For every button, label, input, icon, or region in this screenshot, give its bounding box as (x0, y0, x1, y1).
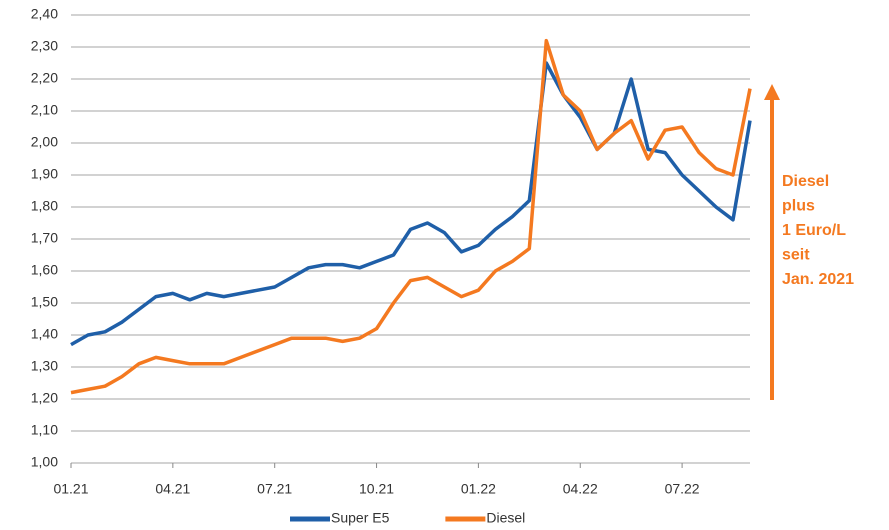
x-tick-label: 01.22 (461, 481, 496, 497)
x-tick-label: 07.22 (665, 481, 700, 497)
x-tick-label: 01.21 (53, 481, 88, 497)
x-tick-label: 07.21 (257, 481, 292, 497)
line-series (70, 38, 752, 395)
y-tick-label: 1,60 (31, 262, 58, 278)
y-tick-label: 1,50 (31, 294, 58, 310)
y-tick-label: 1,10 (31, 422, 58, 438)
legend-label: Diesel (486, 510, 525, 526)
y-tick-label: 2,40 (31, 6, 58, 22)
x-tick-label: 04.21 (155, 481, 190, 497)
annotation-text: Jan. 2021 (782, 271, 854, 288)
y-tick-label: 2,10 (31, 102, 58, 118)
annotation-arrowhead (764, 84, 780, 100)
y-tick-label: 1,90 (31, 166, 58, 182)
line-series (70, 61, 752, 347)
annotation-text: seit (782, 247, 810, 264)
y-tick-label: 2,00 (31, 134, 58, 150)
y-tick-label: 1,70 (31, 230, 58, 246)
y-tick-label: 1,80 (31, 198, 58, 214)
annotation-text: Diesel (782, 173, 829, 190)
annotation-text: plus (782, 198, 815, 215)
x-tick-label: 04.22 (563, 481, 598, 497)
y-tick-label: 2,20 (31, 70, 58, 86)
y-tick-label: 1,20 (31, 390, 58, 406)
y-tick-label: 1,30 (31, 358, 58, 374)
annotation-text: 1 Euro/L (782, 222, 846, 239)
legend-label: Super E5 (331, 510, 390, 526)
y-tick-label: 1,40 (31, 326, 58, 342)
x-tick-label: 10.21 (359, 481, 394, 497)
y-tick-label: 1,00 (31, 454, 58, 470)
y-tick-label: 2,30 (31, 38, 58, 54)
